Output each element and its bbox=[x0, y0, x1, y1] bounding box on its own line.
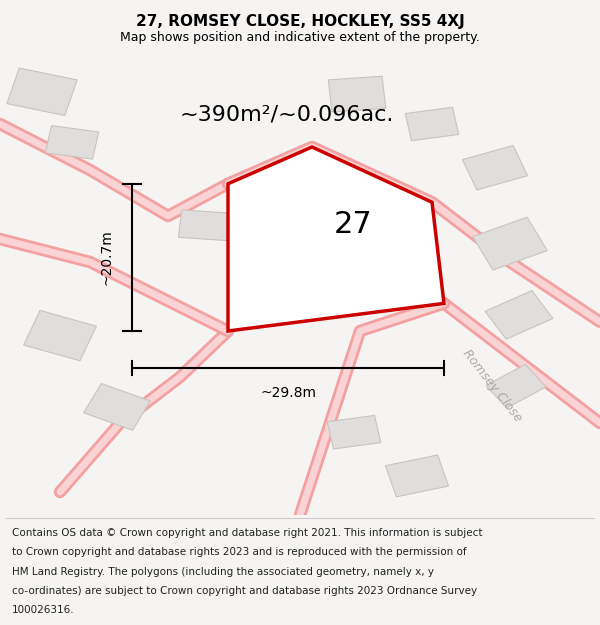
Polygon shape bbox=[45, 126, 99, 159]
Polygon shape bbox=[473, 217, 547, 270]
Polygon shape bbox=[486, 364, 546, 408]
Polygon shape bbox=[83, 384, 151, 430]
Polygon shape bbox=[485, 291, 553, 339]
Text: co-ordinates) are subject to Crown copyright and database rights 2023 Ordnance S: co-ordinates) are subject to Crown copyr… bbox=[12, 586, 477, 596]
Polygon shape bbox=[228, 147, 444, 331]
Polygon shape bbox=[179, 210, 229, 241]
Text: ~390m²/~0.096ac.: ~390m²/~0.096ac. bbox=[180, 105, 394, 125]
Text: 27, ROMSEY CLOSE, HOCKLEY, SS5 4XJ: 27, ROMSEY CLOSE, HOCKLEY, SS5 4XJ bbox=[136, 14, 464, 29]
Polygon shape bbox=[23, 311, 97, 361]
Polygon shape bbox=[327, 416, 381, 449]
Polygon shape bbox=[463, 146, 527, 190]
Polygon shape bbox=[385, 455, 449, 497]
Text: to Crown copyright and database rights 2023 and is reproduced with the permissio: to Crown copyright and database rights 2… bbox=[12, 548, 467, 558]
Text: Contains OS data © Crown copyright and database right 2021. This information is : Contains OS data © Crown copyright and d… bbox=[12, 528, 482, 538]
Polygon shape bbox=[405, 107, 459, 141]
Polygon shape bbox=[7, 68, 77, 116]
Text: HM Land Registry. The polygons (including the associated geometry, namely x, y: HM Land Registry. The polygons (includin… bbox=[12, 567, 434, 577]
Polygon shape bbox=[252, 234, 294, 262]
Text: Map shows position and indicative extent of the property.: Map shows position and indicative extent… bbox=[120, 31, 480, 44]
Text: ~20.7m: ~20.7m bbox=[100, 229, 114, 285]
Text: ~29.8m: ~29.8m bbox=[260, 386, 316, 400]
Text: 27: 27 bbox=[334, 210, 372, 239]
Text: Romsey Close: Romsey Close bbox=[460, 348, 524, 425]
Text: 100026316.: 100026316. bbox=[12, 605, 74, 615]
Polygon shape bbox=[328, 76, 386, 112]
